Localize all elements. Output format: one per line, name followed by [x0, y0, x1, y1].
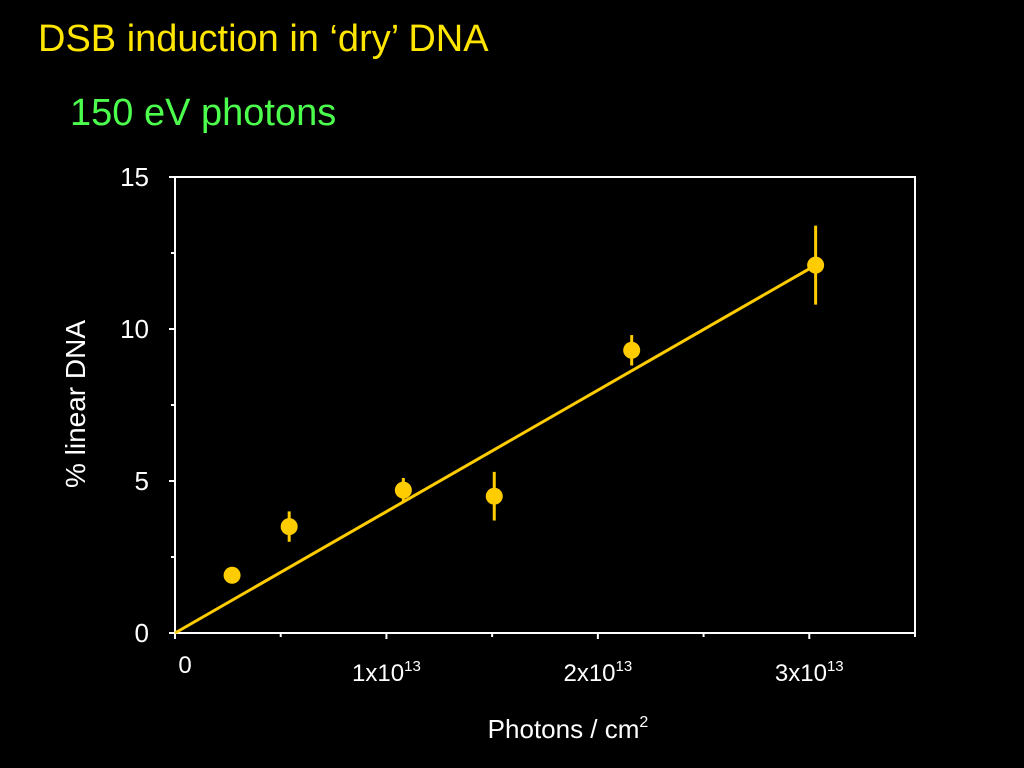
slide-title: DSB induction in ‘dry’ DNA	[38, 18, 489, 60]
x-tick-label-base: 0	[178, 652, 192, 679]
x-tick-label: 1x1013	[352, 658, 421, 688]
data-point	[223, 566, 241, 584]
x-axis-label: Photons / cm2	[488, 714, 649, 745]
x-tick-label-base: 2x10	[563, 660, 616, 687]
data-point	[623, 341, 641, 359]
x-tick-label: 3x1013	[775, 658, 844, 688]
y-tick-label: 0	[135, 618, 149, 648]
x-tick-label-sup: 13	[826, 658, 844, 675]
data-point	[280, 518, 298, 536]
x-tick-label-base: 3x10	[774, 660, 827, 687]
slide-subtitle: 150 eV photons	[70, 92, 337, 134]
y-axis-label: % linear DNA	[60, 319, 91, 489]
x-tick-label-base: 1x10	[352, 660, 405, 687]
y-tick-label: 5	[135, 466, 149, 496]
x-tick-label-sup: 13	[615, 658, 633, 675]
x-axis-label-base: Photons / cm	[487, 714, 640, 744]
data-points	[223, 225, 825, 584]
fit-line	[174, 263, 817, 635]
x-ticks	[174, 633, 916, 639]
plot-frame	[174, 176, 916, 634]
x-axis-label-sup: 2	[639, 714, 649, 731]
data-point	[807, 256, 825, 274]
y-tick-label: 15	[120, 162, 149, 192]
y-ticks: 0 5 10 15	[120, 162, 175, 648]
data-point	[485, 487, 503, 505]
x-tick-label: 2x1013	[563, 658, 632, 688]
x-tick-label: 0	[178, 652, 191, 680]
y-tick-label: 10	[120, 314, 149, 344]
x-tick-label-sup: 13	[404, 658, 421, 675]
data-point	[394, 481, 412, 499]
